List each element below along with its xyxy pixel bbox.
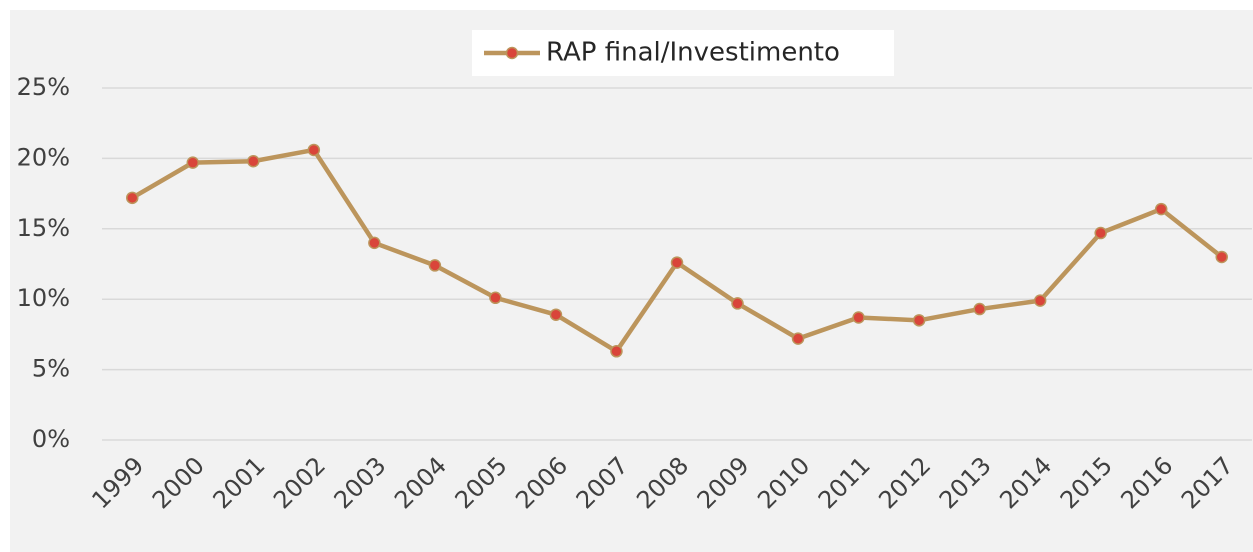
- legend-label: RAP final/Investimento: [546, 38, 840, 68]
- data-point: [126, 191, 139, 205]
- data-point: [247, 154, 260, 168]
- y-tick-label: 25%: [17, 73, 70, 101]
- data-point: [610, 345, 623, 358]
- chart-background: [10, 10, 1253, 552]
- data-point: [973, 302, 986, 316]
- data-point: [549, 308, 563, 321]
- legend-box: [472, 30, 894, 76]
- data-point: [1154, 202, 1168, 216]
- y-tick-label: 15%: [17, 214, 70, 242]
- data-point: [1215, 250, 1228, 264]
- data-point: [368, 236, 381, 250]
- y-tick-label: 20%: [17, 143, 70, 171]
- data-point: [1094, 226, 1107, 240]
- data-point: [1033, 294, 1047, 307]
- data-point: [731, 297, 744, 310]
- data-point: [428, 259, 442, 272]
- data-point: [186, 156, 200, 169]
- data-point: [852, 311, 865, 324]
- y-tick-label: 5%: [32, 355, 70, 383]
- data-point: [489, 291, 502, 305]
- y-tick-label: 10%: [17, 284, 70, 312]
- data-point: [791, 332, 805, 345]
- data-point: [670, 256, 684, 269]
- data-point: [912, 314, 926, 327]
- data-point: [307, 143, 321, 157]
- y-tick-label: 0%: [32, 425, 70, 453]
- legend-marker: [505, 46, 519, 60]
- legend: RAP final/Investimento: [472, 30, 894, 76]
